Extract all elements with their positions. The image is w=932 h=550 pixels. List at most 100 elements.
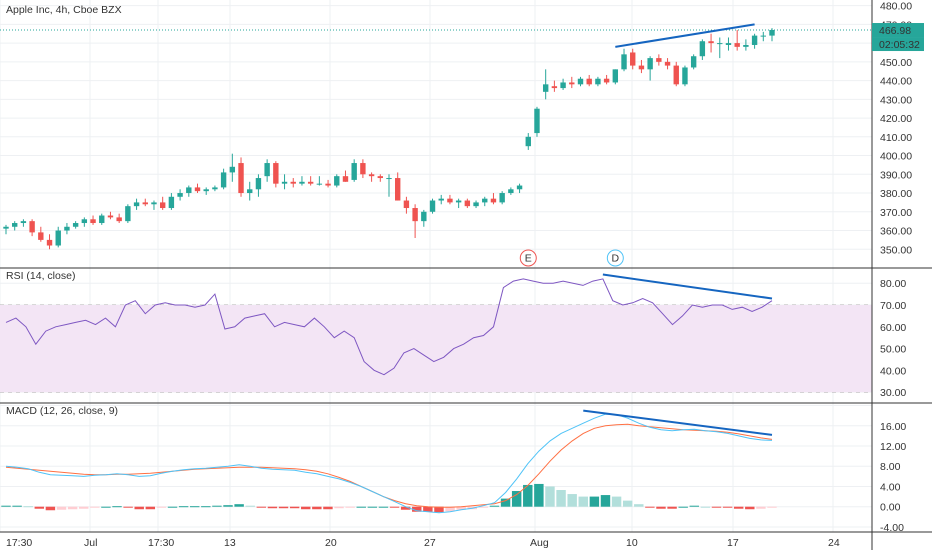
macd-histogram-bar	[600, 495, 611, 507]
macd-histogram-bar	[145, 506, 156, 510]
candle-body	[708, 41, 714, 44]
candle-body	[64, 226, 70, 231]
candle-body	[133, 202, 140, 207]
candle	[29, 219, 35, 237]
candle	[264, 159, 270, 182]
x-tick-label: 20	[325, 537, 337, 549]
candle	[12, 221, 18, 231]
candle	[177, 189, 183, 201]
rsi-label[interactable]: RSI (14, close)	[6, 270, 75, 282]
candle-body	[577, 78, 584, 85]
candle	[342, 170, 349, 182]
candle	[725, 37, 732, 51]
rsi-line	[5, 278, 773, 376]
candle	[630, 48, 636, 70]
x-tick-label: 10	[626, 537, 638, 549]
macd-histogram-bar	[1, 505, 11, 507]
candle-body	[55, 230, 61, 246]
price-trendline	[615, 23, 755, 48]
candle	[194, 183, 201, 194]
macd-histogram-bar	[445, 506, 455, 512]
candle-body	[586, 78, 592, 85]
candle-body	[351, 163, 357, 180]
candle-body	[455, 200, 462, 203]
candle	[708, 33, 714, 53]
y-tick-label: 8.00	[880, 461, 901, 473]
candle	[403, 196, 410, 214]
symbol-title[interactable]: Apple Inc, 4h, Cboe BZX	[6, 4, 122, 16]
candle-body	[299, 181, 305, 184]
candle-body	[699, 41, 706, 57]
candle	[238, 157, 244, 197]
candle-body	[247, 189, 253, 194]
candle	[473, 200, 479, 209]
candle	[90, 215, 96, 225]
macd-histogram-bar	[578, 496, 588, 507]
candle-body	[168, 196, 175, 209]
candle	[516, 183, 523, 194]
candle	[386, 174, 392, 197]
candle	[734, 29, 740, 51]
macd-histogram-bar	[201, 506, 211, 508]
candle-body	[325, 183, 331, 186]
macd-histogram-bar	[301, 506, 311, 510]
candle	[151, 200, 157, 210]
macd-histogram-bar	[689, 505, 700, 507]
macd-histogram-bar	[745, 506, 755, 510]
candle	[586, 74, 592, 87]
macd-histogram-bar	[323, 506, 333, 510]
macd-histogram-bar	[223, 505, 233, 507]
macd-histogram-bar	[389, 506, 400, 508]
candle-body	[638, 65, 645, 70]
candle-body	[368, 174, 375, 177]
macd-histogram-bar	[478, 506, 489, 508]
macd-histogram-bar	[289, 506, 300, 509]
candle	[438, 194, 444, 205]
candle-body	[116, 217, 122, 222]
candle	[421, 209, 427, 227]
candle-body	[273, 163, 279, 184]
macd-histogram-bar	[700, 506, 711, 508]
y-tick-label: 30.00	[880, 387, 906, 399]
candle	[464, 198, 471, 209]
trendlines[interactable]	[583, 23, 773, 436]
candle-body	[186, 187, 192, 194]
macd-histogram-bar	[23, 506, 33, 508]
candle-body	[395, 178, 401, 201]
macd-histogram-bar	[56, 506, 67, 510]
macd-histogram-bar	[400, 506, 411, 510]
candle-body	[464, 200, 471, 207]
candle-body	[334, 176, 340, 186]
macd-histogram-bar	[278, 506, 289, 509]
candle	[612, 69, 619, 85]
y-tick-label: 370.00	[880, 207, 912, 219]
candle-body	[621, 54, 627, 70]
candle	[577, 76, 584, 87]
y-tick-label: 350.00	[880, 244, 912, 256]
macd-histogram-bar	[312, 506, 322, 510]
price-candles[interactable]	[3, 28, 775, 250]
macd-histogram-bar	[101, 506, 111, 508]
macd-histogram-bar	[123, 506, 133, 508]
x-tick-label: 17	[727, 537, 739, 549]
candle-body	[647, 58, 653, 70]
last-price-text: 466.98	[879, 25, 911, 37]
y-tick-label: 16.00	[880, 421, 906, 433]
candle	[325, 179, 331, 188]
macd-histogram-bar	[423, 506, 433, 512]
macd-histogram-bar	[756, 506, 766, 509]
countdown-tag	[872, 37, 924, 52]
candle	[281, 174, 288, 190]
macd-label[interactable]: MACD (12, 26, close, 9)	[6, 405, 118, 417]
candle	[743, 39, 749, 51]
y-tick-label: 390.00	[880, 169, 912, 181]
candle	[595, 76, 601, 87]
candle-body	[194, 187, 201, 192]
candle	[64, 223, 70, 235]
macd-histogram-bar	[67, 506, 78, 510]
rsi-series	[5, 278, 773, 376]
candle-body	[569, 82, 575, 85]
